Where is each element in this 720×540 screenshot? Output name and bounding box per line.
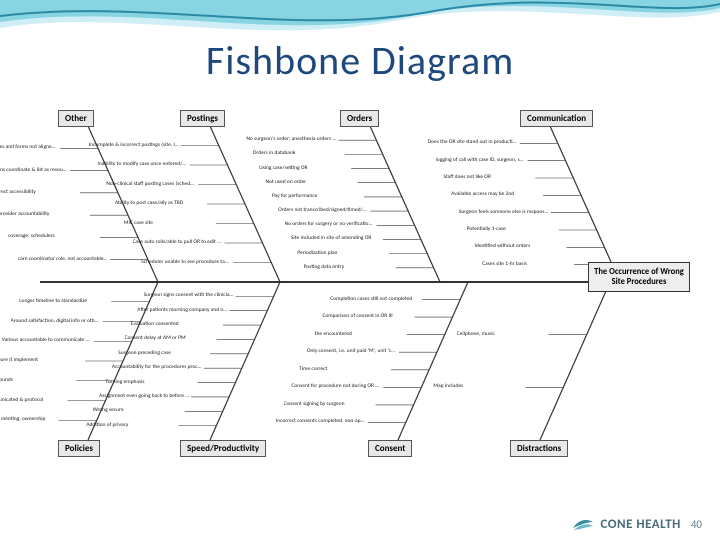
cause-label: coverage: schedulers	[8, 233, 98, 239]
category-distractions: Distractions	[510, 440, 568, 457]
fishbone-outcome: The Occurrence of Wrong Site Procedures	[588, 262, 690, 292]
brand-logo-icon	[572, 516, 594, 532]
cause-label: Addition of privacy	[86, 422, 176, 428]
cause-label: Non-clinical staff posting cases (schedu…	[106, 181, 196, 187]
cause-label: Longer timeline to standardize	[19, 298, 109, 304]
cause-label: PDSA rounds	[0, 377, 74, 383]
cause-label: After patients morning company and no fa…	[137, 307, 227, 313]
cause-label: Process, policies and forms not aligned …	[0, 144, 58, 150]
cause-label: Ability to post case/ally as TBD	[115, 200, 205, 206]
category-other: Other	[58, 110, 94, 127]
cause-label: Around satisfaction, digital info or oth…	[11, 318, 101, 324]
category-policies: Policies	[58, 440, 100, 457]
cause-label: MIC case site	[124, 220, 214, 226]
cause-label: Does the OR site stand out in production…	[428, 139, 518, 145]
cause-label: Surgeon signs consent with the clinician…	[144, 292, 234, 298]
cause-label: Pay for performance	[272, 193, 362, 199]
brand-name: CONE HEALTH	[600, 517, 680, 532]
cause-label: Potentially 1-case	[467, 226, 557, 232]
cause-label: Assignment even going back to before wit…	[99, 393, 189, 399]
cause-label: incorrect accessibility	[0, 189, 78, 195]
cause-label: Consent delay at AM or PM	[125, 335, 215, 341]
cause-label: Consent for procedure not during OR befo…	[291, 383, 381, 389]
page-title: Fishbone Diagram	[0, 36, 720, 85]
cause-label: Evaluation consented	[131, 321, 221, 327]
cause-label: the encountered	[315, 331, 405, 337]
cause-label: Comparison of consent in OR III	[322, 313, 412, 319]
category-orders: Orders	[340, 110, 379, 127]
cause-label: No orders for surgery or no verification…	[285, 221, 375, 227]
cause-label: Posting data entry	[304, 264, 394, 270]
cause-label: Incorrect consents completed, non-approp…	[276, 418, 366, 424]
cause-label: Cellphone, music	[457, 331, 547, 337]
cause-label: Completion cases still not completed	[330, 296, 420, 302]
cause-label: Not communicated & protocol	[0, 397, 66, 403]
cause-label: Map includes	[433, 383, 523, 389]
footer: CONE HEALTH 40	[572, 516, 702, 532]
cause-label: Surgeon preceding case	[118, 350, 208, 356]
cause-label: care coordinator role, not accountable f…	[18, 256, 108, 262]
cause-label: Case auto rolls/able to pull OR to edit …	[133, 239, 223, 245]
cause-label: Turning emphasis	[105, 379, 195, 385]
cause-label: provider accountability	[0, 211, 88, 217]
cause-label: Incomplete & incorrect postings (site, l…	[89, 142, 179, 148]
cause-label: Not used on order	[265, 179, 355, 185]
cause-label: Orders not transcribed/signed/timed/date…	[278, 207, 368, 213]
cause-label: Staff does not like OR	[443, 174, 533, 180]
cause-label: associations coordinate & list as resour…	[0, 167, 68, 173]
category-consent: Consent	[368, 440, 412, 457]
cause-label: Consent signing by surgeon	[284, 401, 374, 407]
cause-label: Identified without orders	[474, 243, 564, 249]
cause-label: Cases site 1-hr basis	[482, 261, 572, 267]
page-number: 40	[691, 518, 702, 531]
cause-label: Industry, share meeting, ownership	[0, 416, 57, 422]
cause-label: Various accountable to communicate polic…	[2, 337, 92, 343]
cause-label: Site included in site of amending OR	[291, 235, 381, 241]
cause-label: Only consent, i.e. unit paid 'M', unit '…	[307, 348, 397, 354]
category-speed: Speed/Productivity	[180, 440, 266, 457]
cause-label: Scheduler unable to see procedure table …	[141, 259, 231, 265]
cause-label: Accountability for the procedures proces…	[112, 364, 202, 370]
cause-label: Surgeon feels someone else is responsibl…	[459, 209, 549, 215]
cause-label: Periodization plan	[297, 250, 387, 256]
cause-label: Failure it implement	[0, 357, 83, 363]
cause-label: Time correct	[299, 366, 389, 372]
fishbone-diagram: The Occurrence of Wrong Site Procedures …	[30, 110, 690, 470]
cause-label: logging of call with case ID, surgeon, s…	[436, 157, 526, 163]
cause-label: Orders in databank	[253, 150, 343, 156]
category-communication: Communication	[520, 110, 593, 127]
category-postings: Postings	[180, 110, 225, 127]
cause-label: Available access may be 2nd	[451, 191, 541, 197]
cause-label: No surgeon's order; anesthesia orders no…	[246, 136, 336, 142]
cause-label: Using case/setting OR	[259, 165, 349, 171]
cause-label: Wrong secure	[93, 407, 183, 413]
cause-label: Inability to modify case once entered/sc…	[98, 161, 188, 167]
